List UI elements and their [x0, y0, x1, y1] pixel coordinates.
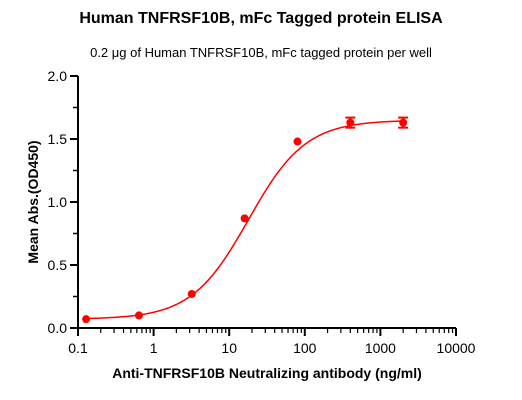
y-tick-label: 1.5 [48, 131, 68, 147]
x-tick-label: 100 [293, 340, 317, 356]
data-point [346, 118, 355, 127]
x-tick-label: 10000 [437, 340, 476, 356]
chart-subtitle: 0.2 μg of Human TNFRSF10B, mFc tagged pr… [90, 45, 432, 60]
data-point [82, 315, 91, 324]
data-point [399, 118, 408, 127]
x-tick-label: 1000 [365, 340, 396, 356]
x-tick-label: 1 [150, 340, 158, 356]
x-tick-label: 10 [221, 340, 237, 356]
data-point [134, 311, 143, 320]
data-point [240, 214, 249, 223]
y-tick-label: 2.0 [48, 68, 68, 84]
x-axis-label: Anti-TNFRSF10B Neutralizing antibody (ng… [112, 365, 422, 381]
x-tick-label: 0.1 [68, 340, 88, 356]
data-point [187, 289, 196, 298]
chart-title: Human TNFRSF10B, mFc Tagged protein ELIS… [79, 10, 443, 27]
y-tick-label: 0.5 [48, 257, 68, 273]
y-tick-label: 1.0 [48, 194, 68, 210]
data-point [293, 137, 302, 146]
y-tick-label: 0.0 [48, 320, 68, 336]
y-axis-label: Mean Abs.(OD450) [25, 140, 41, 263]
